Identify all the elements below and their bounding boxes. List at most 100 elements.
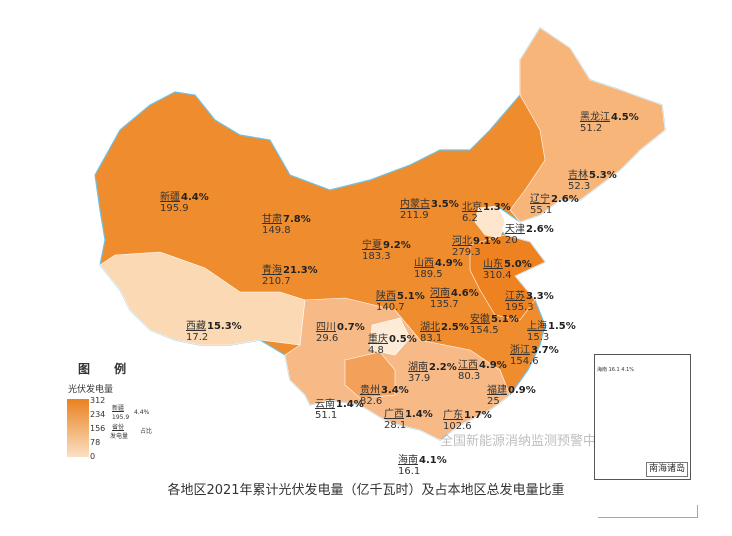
province-label: 贵州3.4% 82.6 xyxy=(360,385,409,407)
inset-mini-label: 海南 16.1 4.1% xyxy=(597,367,635,373)
province-value: 189.5 xyxy=(414,269,443,280)
province-value: 15.3 xyxy=(527,332,550,343)
province-value: 17.2 xyxy=(186,332,209,343)
province-share: 7.8% xyxy=(283,214,311,225)
province-label: 宁夏9.2% 183.3 xyxy=(362,240,411,262)
province-name: 海南 xyxy=(398,455,418,466)
province-value: 279.3 xyxy=(452,247,481,258)
province-name: 黑龙江 xyxy=(580,112,610,123)
province-label: 西藏15.3% 17.2 xyxy=(186,321,242,343)
province-name: 贵州 xyxy=(360,385,380,396)
province-value: 82.6 xyxy=(360,396,383,407)
province-value: 29.6 xyxy=(316,333,339,344)
province-label: 山东5.0% 310.4 xyxy=(483,259,532,281)
province-share: 3.3% xyxy=(526,291,554,302)
province-name: 山西 xyxy=(414,258,434,269)
province-value: 154.5 xyxy=(470,325,499,336)
province-name: 天津 xyxy=(505,224,525,235)
province-label: 河北9.1% 279.3 xyxy=(452,236,501,258)
province-label: 上海1.5% 15.3 xyxy=(527,321,576,343)
legend-color-bar xyxy=(67,399,89,457)
province-value: 211.9 xyxy=(400,210,429,221)
province-share: 1.3% xyxy=(483,202,511,213)
province-name: 新疆 xyxy=(160,192,180,203)
province-name: 湖北 xyxy=(420,322,440,333)
legend-tick: 0 xyxy=(90,452,96,461)
province-value: 183.3 xyxy=(362,251,391,262)
province-label: 陕西5.1% 140.7 xyxy=(376,291,425,313)
province-share: 0.5% xyxy=(389,334,417,345)
province-name: 河南 xyxy=(430,288,450,299)
province-name: 江苏 xyxy=(505,291,525,302)
province-share: 21.3% xyxy=(283,265,318,276)
province-name: 广东 xyxy=(443,410,463,421)
province-value: 195.9 xyxy=(160,203,189,214)
legend-example-name: 新疆 xyxy=(112,405,125,412)
province-name: 宁夏 xyxy=(362,240,382,251)
province-name: 山东 xyxy=(483,259,503,270)
province-label: 青海21.3% 210.7 xyxy=(262,265,318,287)
province-name: 重庆 xyxy=(368,334,388,345)
province-label: 内蒙古3.5% 211.9 xyxy=(400,199,459,221)
region-chongqing xyxy=(369,317,411,356)
province-share: 4.9% xyxy=(479,360,507,371)
province-value: 310.4 xyxy=(483,270,512,281)
province-label: 甘肃7.8% 149.8 xyxy=(262,214,311,236)
decorative-line xyxy=(598,517,698,518)
legend-example-gen: 发电量 xyxy=(110,433,129,440)
province-label: 湖北2.5% 83.1 xyxy=(420,322,469,344)
province-name: 辽宁 xyxy=(530,194,550,205)
province-name: 甘肃 xyxy=(262,214,282,225)
province-value: 25 xyxy=(487,396,500,407)
province-share: 4.1% xyxy=(419,455,447,466)
province-share: 9.2% xyxy=(383,240,411,251)
province-label: 安徽5.1% 154.5 xyxy=(470,314,519,336)
legend-title: 图 例 xyxy=(78,362,137,376)
province-label: 河南4.6% 135.7 xyxy=(430,288,479,310)
province-label: 福建0.9% 25 xyxy=(487,385,536,407)
province-name: 云南 xyxy=(315,399,335,410)
province-name: 青海 xyxy=(262,265,282,276)
province-value: 135.7 xyxy=(430,299,459,310)
province-name: 湖南 xyxy=(408,362,428,373)
decorative-line xyxy=(697,505,698,518)
province-name: 福建 xyxy=(487,385,507,396)
south-china-sea-inset: 海南 16.1 4.1% 南海诸岛 xyxy=(594,354,691,480)
province-label: 辽宁2.6% 55.1 xyxy=(530,194,579,216)
province-share: 1.4% xyxy=(336,399,364,410)
watermark: 全国新能源消纳监测预警中心 xyxy=(440,434,610,449)
province-name: 陕西 xyxy=(376,291,396,302)
province-name: 内蒙古 xyxy=(400,199,430,210)
legend-tick: 156 xyxy=(90,424,106,433)
province-share: 9.1% xyxy=(473,236,501,247)
province-label: 云南1.4% 51.1 xyxy=(315,399,364,421)
region-northeast xyxy=(509,27,666,223)
province-share: 5.1% xyxy=(491,314,519,325)
province-share: 1.5% xyxy=(548,321,576,332)
province-share: 15.3% xyxy=(207,321,242,332)
province-name: 北京 xyxy=(462,202,482,213)
province-share: 1.7% xyxy=(464,410,492,421)
legend-example-share-label: 占比 xyxy=(140,428,153,435)
province-share: 0.7% xyxy=(337,322,365,333)
legend-subtitle: 光伏发电量 xyxy=(68,385,114,395)
province-share: 3.5% xyxy=(431,199,459,210)
province-value: 16.1 xyxy=(398,466,421,477)
province-value: 55.1 xyxy=(530,205,553,216)
province-share: 5.1% xyxy=(397,291,425,302)
province-share: 4.9% xyxy=(435,258,463,269)
province-value: 210.7 xyxy=(262,276,291,287)
map-caption: 各地区2021年累计光伏发电量（亿千瓦时）及占本地区总发电量比重 xyxy=(167,483,565,498)
province-label: 江苏3.3% 195.3 xyxy=(505,291,554,313)
province-name: 西藏 xyxy=(186,321,206,332)
province-name: 江西 xyxy=(458,360,478,371)
region-sichuan-south xyxy=(284,297,511,441)
province-value: 140.7 xyxy=(376,302,405,313)
province-label: 海南4.1% 16.1 xyxy=(398,455,447,477)
province-share: 2.5% xyxy=(441,322,469,333)
province-share: 2.6% xyxy=(551,194,579,205)
legend-example-value: 195.9 xyxy=(112,414,130,421)
province-name: 吉林 xyxy=(568,170,588,181)
province-share: 1.4% xyxy=(405,409,433,420)
